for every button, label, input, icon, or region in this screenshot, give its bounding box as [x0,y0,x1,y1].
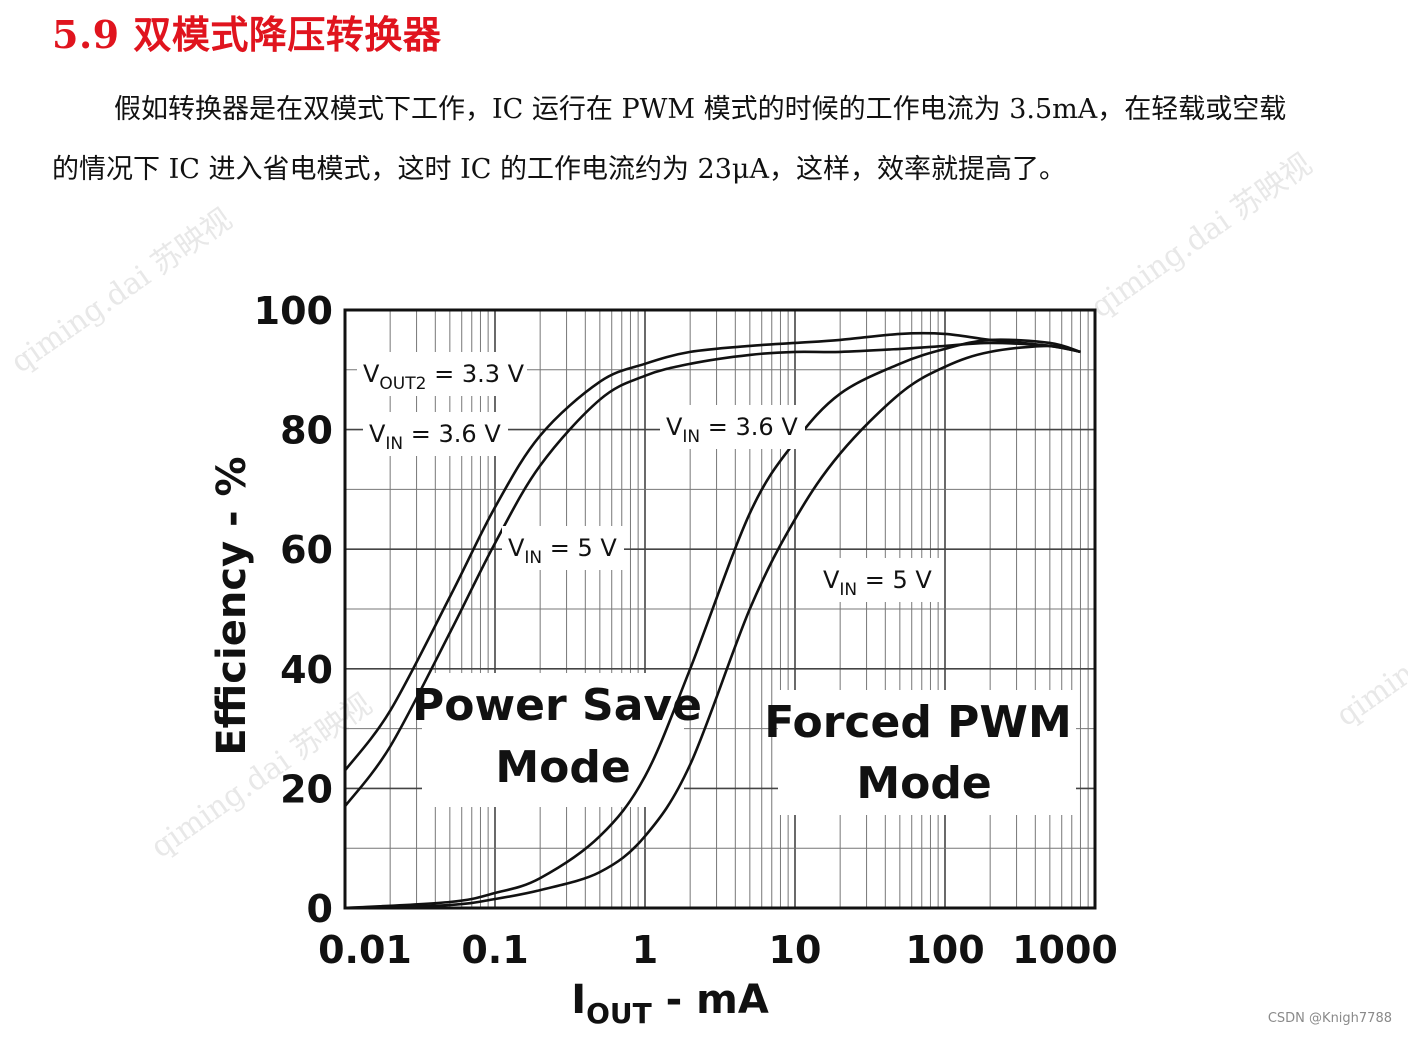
annotation-vout: VOUT2 = 3.3 V [357,352,527,396]
annotation-text: VIN = 3.6 V [369,420,501,454]
mode-label-background [778,690,1076,815]
series-line-forced-pwm-vin-5 [344,344,1081,910]
annotation-background [363,412,508,456]
mode-label-forced-pwm-line2: Mode [856,758,991,809]
mode-label-power-save-line1: Power Save [412,680,702,731]
y-tick-label: 20 [280,767,333,811]
annotation-pwm-vin5: VIN = 5 V [817,558,939,602]
plot-frame [343,308,1097,910]
y-tick-label: 40 [280,648,333,692]
watermark: qiming [1330,644,1408,734]
annotation-pwm-vin36: VIN = 3.6 V [660,405,805,449]
x-tick-label: 1 [632,928,658,972]
x-tick-label: 0.01 [318,928,412,972]
annotation-text: VIN = 5 V [823,566,932,600]
series-line-forced-pwm-vin-3-6 [344,338,1081,910]
section-paragraph: 假如转换器是在双模式下工作，IC 运行在 PWM 模式的时候的工作电流为 3.5… [52,94,1287,185]
annotation-background [660,405,805,449]
section-heading: 5.9 双模式降压转换器 [52,12,442,57]
efficiency-chart-svg: VOUT2 = 3.3 V VIN = 3.6 V VIN = 5 V VIN = 3… [209,290,1118,1030]
x-tick-label: 10 [769,928,822,972]
annotation-background [817,558,939,602]
image-credit: CSDN @Knigh7788 [1267,1011,1392,1026]
annotation-ps-vin36: VIN = 3.6 V [363,412,508,456]
efficiency-chart: VOUT2 = 3.3 V VIN = 3.6 V VIN = 5 V VIN = 3… [200,290,1120,1035]
x-tick-label: 1000 [1012,928,1118,972]
y-tick-label: 100 [254,290,333,333]
mode-label-forced-pwm: Forced PWM Mode [764,697,1072,809]
y-tick-label: 60 [280,528,333,572]
y-tick-label: 80 [280,409,333,453]
y-axis-label: Efficiency - % [209,456,255,755]
annotation-text: VIN = 3.6 V [666,413,798,447]
x-tick-label: 100 [905,928,984,972]
annotation-background [357,352,527,396]
mode-label-forced-pwm-line1: Forced PWM [764,697,1072,748]
mode-label-power-save: Power Save Mode [412,680,702,793]
mode-label-power-save-line2: Mode [495,742,630,793]
x-tick-label: 0.1 [461,928,528,972]
annotation-text: VIN = 5 V [508,534,617,568]
annotation-text: VOUT2 = 3.3 V [363,360,525,394]
series-line-power-save-vin-3-6 [343,331,1081,772]
y-tick-label: 0 [307,887,333,931]
annotation-ps-vin5: VIN = 5 V [502,526,624,570]
x-axis-label: IOUT - mA [571,977,769,1030]
annotation-background [502,526,624,570]
